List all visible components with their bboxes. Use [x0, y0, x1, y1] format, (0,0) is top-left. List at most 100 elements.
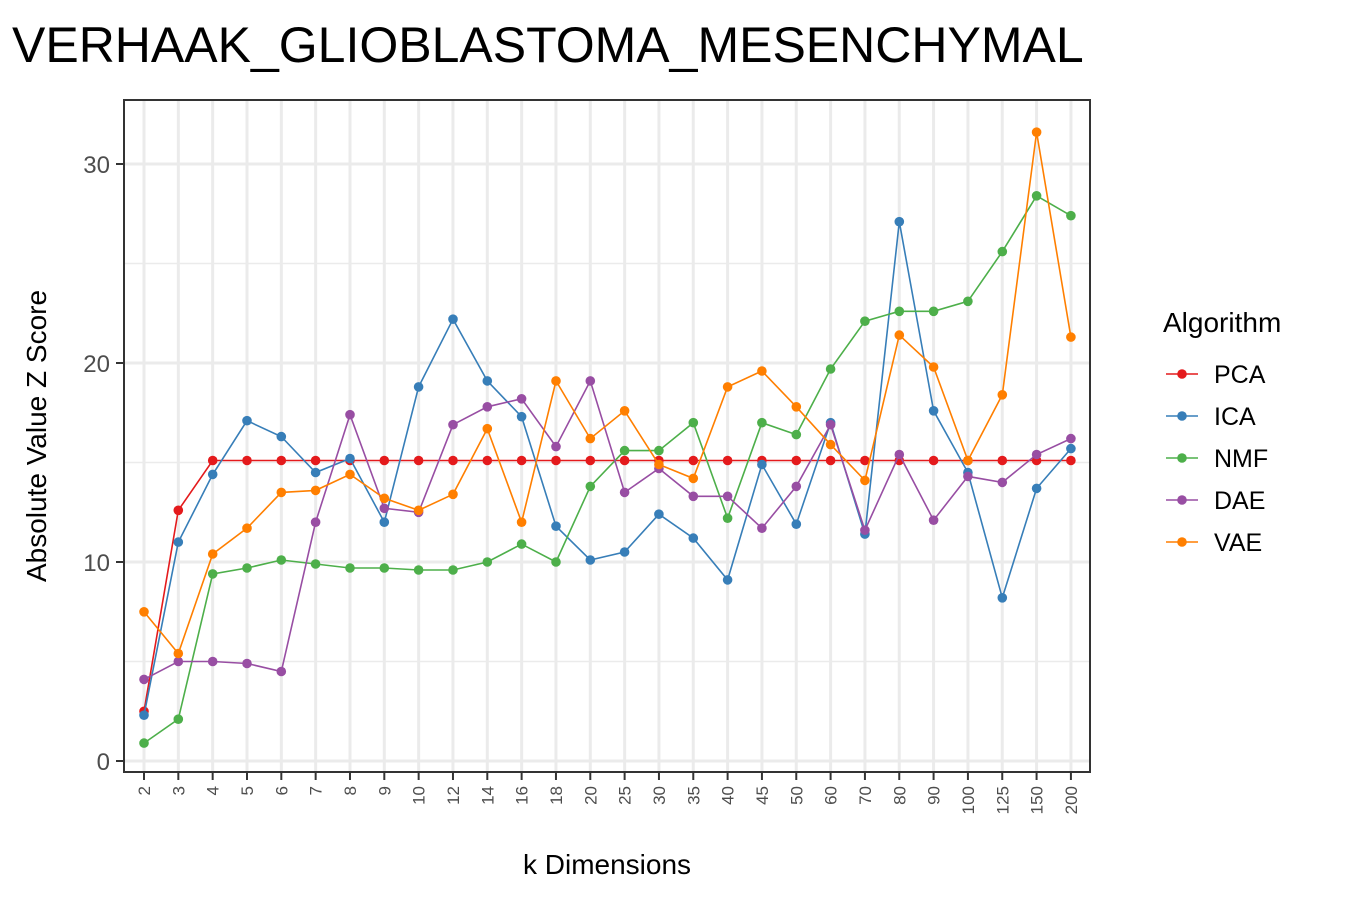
data-point-vae [276, 487, 287, 498]
chart-title: VERHAAK_GLIOBLASTOMA_MESENCHYMAL [12, 17, 1084, 73]
x-tick-label: 9 [375, 786, 394, 795]
data-point-pca [585, 455, 596, 466]
data-point-nmf [688, 417, 699, 428]
data-point-dae [482, 402, 493, 412]
x-tick-label: 3 [169, 786, 188, 795]
legend-items: PCA ICA NMF DAE VAE [1166, 361, 1268, 557]
data-point-dae [791, 481, 802, 492]
data-point-ica [1031, 483, 1042, 494]
data-point-vae [928, 362, 939, 372]
x-tick-label: 35 [684, 786, 703, 805]
data-point-nmf [619, 445, 630, 456]
data-point-dae [963, 471, 973, 482]
data-point-pca [413, 455, 424, 466]
data-point-pca [516, 455, 527, 466]
x-tick-label: 18 [547, 786, 566, 805]
data-point-ica [551, 521, 561, 531]
x-tick-label: 20 [581, 786, 600, 805]
legend: Algorithm PCA ICA NMF DAE VAE [1163, 307, 1281, 557]
data-point-pca [928, 455, 939, 466]
legend-label: DAE [1214, 487, 1265, 515]
data-point-ica [791, 519, 802, 529]
data-point-vae [1031, 127, 1042, 137]
data-point-ica [173, 537, 184, 547]
data-point-dae [688, 491, 699, 502]
data-point-ica [482, 376, 493, 386]
data-point-pca [1066, 455, 1076, 466]
x-tick-label: 8 [341, 786, 360, 795]
x-tick-label: 125 [993, 786, 1012, 814]
data-point-dae [345, 409, 355, 420]
data-point-ica [997, 593, 1008, 603]
legend-label: ICA [1214, 403, 1256, 431]
x-tick-label: 12 [444, 786, 463, 805]
data-point-vae [516, 517, 527, 527]
x-tick-label: 200 [1062, 786, 1081, 814]
data-point-nmf [1066, 210, 1076, 221]
series-nmf [139, 191, 1076, 748]
x-tick-label: 7 [307, 786, 326, 795]
data-point-nmf [860, 316, 870, 327]
data-point-nmf [448, 565, 458, 575]
data-point-pca [619, 455, 630, 466]
data-point-ica [894, 216, 905, 227]
series-dae [139, 376, 1076, 685]
data-point-vae [825, 439, 836, 450]
data-point-nmf [345, 563, 355, 573]
data-point-pca [722, 455, 733, 466]
data-point-dae [276, 666, 287, 677]
data-point-nmf [276, 555, 287, 565]
data-point-vae [688, 473, 699, 484]
x-tick-label: 2 [135, 786, 154, 795]
data-point-dae [448, 419, 458, 430]
x-tick-label: 150 [1028, 786, 1047, 814]
data-point-ica [413, 382, 424, 392]
data-point-vae [173, 648, 184, 659]
data-point-pca [379, 455, 390, 466]
data-point-nmf [825, 364, 836, 374]
data-point-dae [173, 656, 184, 667]
data-point-pca [276, 455, 287, 466]
data-point-ica [516, 411, 527, 422]
series-ica [139, 216, 1076, 720]
data-point-dae [619, 487, 630, 498]
data-point-ica [688, 533, 699, 543]
data-point-ica [310, 467, 321, 478]
data-point-dae [1066, 433, 1076, 444]
data-point-nmf [1031, 191, 1042, 201]
data-point-pca [173, 505, 184, 516]
data-point-nmf [722, 513, 733, 523]
data-point-vae [585, 433, 596, 444]
data-point-pca [551, 455, 561, 466]
y-tick-label: 30 [83, 152, 110, 179]
data-point-nmf [963, 296, 973, 307]
x-tick-label: 14 [478, 786, 497, 805]
data-point-dae [207, 656, 218, 667]
data-point-pca [207, 455, 218, 466]
data-point-nmf [928, 306, 939, 317]
data-point-dae [139, 674, 149, 685]
legend-title: Algorithm [1163, 307, 1281, 338]
data-point-dae [825, 419, 836, 430]
data-point-vae [722, 382, 733, 392]
y-tick-label: 20 [83, 351, 110, 378]
data-point-ica [928, 406, 939, 416]
data-point-dae [997, 477, 1008, 488]
legend-item-pca: PCA [1166, 361, 1266, 389]
data-point-ica [448, 314, 458, 325]
y-tick-label: 10 [83, 550, 110, 577]
data-point-vae [139, 607, 149, 617]
data-point-vae [551, 376, 561, 386]
data-point-vae [654, 459, 664, 470]
series-layer [139, 127, 1076, 748]
data-point-ica [1066, 443, 1076, 454]
data-point-nmf [310, 559, 321, 569]
x-tick-label: 100 [959, 786, 978, 814]
data-point-pca [997, 455, 1008, 466]
data-point-dae [757, 523, 767, 533]
plot-border [123, 99, 1091, 773]
x-tick-label: 50 [787, 786, 806, 805]
x-tick-label: 45 [753, 786, 772, 805]
legend-key-point [1177, 411, 1187, 421]
